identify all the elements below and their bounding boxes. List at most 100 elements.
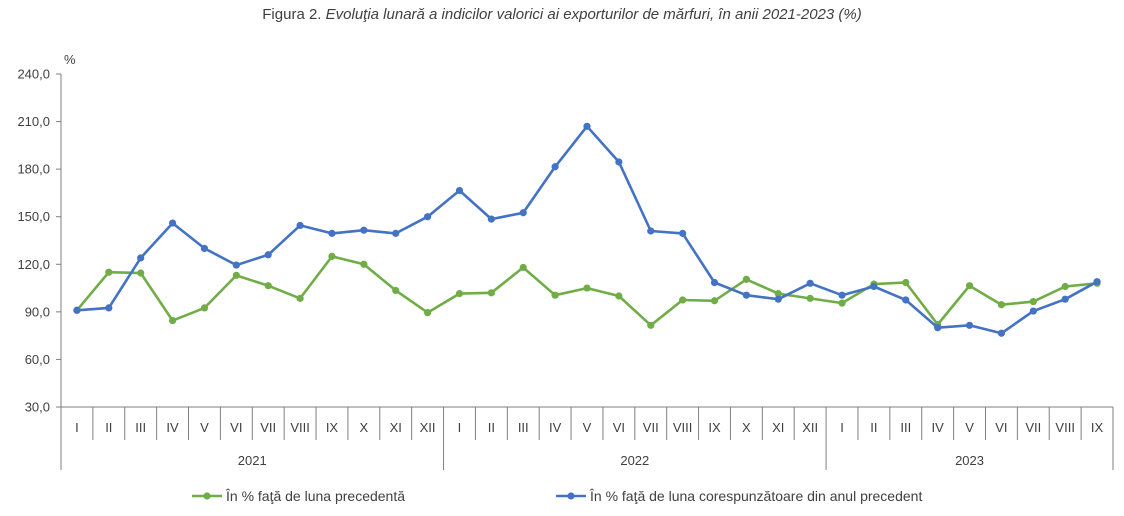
data-point <box>742 275 750 283</box>
legend: În % faţă de luna precedentă În % faţă de… <box>192 488 922 504</box>
x-tick-label: V <box>583 420 592 435</box>
x-tick-label: VII <box>643 420 659 435</box>
data-point <box>1061 282 1069 291</box>
data-point <box>997 301 1006 309</box>
series-line <box>76 125 1098 335</box>
data-point <box>296 221 304 230</box>
x-tick-label: I <box>75 420 79 435</box>
data-point <box>360 260 368 268</box>
data-point <box>392 229 400 237</box>
x-tick-label: X <box>742 420 751 435</box>
x-tick-label: IX <box>708 420 721 435</box>
y-tick-label: 120,0 <box>17 257 50 272</box>
y-axis: 30,0 60,0 90,0 120,0 150,0 180,0 210,0 240,0 <box>17 67 61 415</box>
data-point <box>679 296 687 304</box>
x-tick-label: III <box>135 420 146 435</box>
y-tick-label: 30,0 <box>25 400 50 415</box>
chart-title: Figura 2. Evoluţia lunară a indicilor va… <box>0 6 1124 23</box>
x-tick-label: V <box>965 420 974 435</box>
x-tick-label: II <box>488 420 495 435</box>
legend-label: În % faţă de luna corespunzătoare din an… <box>589 488 922 504</box>
data-point <box>902 278 910 287</box>
y-tick-label: 240,0 <box>17 67 50 82</box>
data-point <box>647 227 655 235</box>
data-point <box>1029 297 1037 306</box>
data-point <box>264 251 272 259</box>
data-point <box>296 294 304 302</box>
data-point <box>583 122 591 130</box>
data-point <box>200 304 209 312</box>
x-tick-label: I <box>458 420 462 435</box>
data-point <box>774 295 782 303</box>
x-tick-label: IX <box>326 420 339 435</box>
data-point <box>487 289 495 297</box>
data-point <box>997 329 1006 337</box>
data-point <box>424 213 432 221</box>
data-point <box>168 219 177 227</box>
x-tick-label: VI <box>995 420 1007 435</box>
x-tick-label: I <box>840 420 844 435</box>
x-tick-label: XII <box>420 420 436 435</box>
legend-label: În % faţă de luna precedentă <box>225 488 405 504</box>
data-point <box>455 186 464 195</box>
x-tick-label: IV <box>932 420 945 435</box>
x-tick-label: III <box>900 420 911 435</box>
legend-marker <box>203 492 211 500</box>
data-point <box>710 297 719 305</box>
x-tick-label: VII <box>1025 420 1041 435</box>
data-point <box>742 291 750 299</box>
x-tick-label: III <box>518 420 529 435</box>
data-point <box>360 226 368 234</box>
x-tick-label: VI <box>613 420 625 435</box>
data-point <box>328 252 336 260</box>
data-point <box>264 282 272 290</box>
x-tick-label: VII <box>260 420 276 435</box>
data-point <box>615 292 623 300</box>
y-tick-label: 180,0 <box>17 162 50 177</box>
series-2 <box>73 122 1101 337</box>
legend-item: În % faţă de luna precedentă <box>192 488 405 504</box>
data-point <box>551 291 559 299</box>
x-tick-label: VIII <box>673 420 693 435</box>
x-tick-label: V <box>200 420 209 435</box>
x-tick-label: IV <box>549 420 562 435</box>
x-tick-label: IV <box>166 420 179 435</box>
data-point <box>551 163 559 171</box>
axes <box>60 74 1113 408</box>
x-tick-label: II <box>870 420 877 435</box>
plot-area <box>73 122 1101 337</box>
data-point <box>105 268 113 276</box>
x-tick-label: VI <box>230 420 242 435</box>
data-point <box>392 286 400 295</box>
data-point <box>487 215 495 223</box>
data-point <box>73 306 81 314</box>
y-axis-unit-label: % <box>64 52 76 67</box>
x-tick-label: IX <box>1091 420 1104 435</box>
series-1 <box>73 252 1101 329</box>
data-point <box>200 244 209 253</box>
data-point <box>232 271 240 279</box>
data-point <box>965 282 974 290</box>
x-tick-label: VIII <box>1055 420 1075 435</box>
x-tick-label: VIII <box>290 420 310 435</box>
data-point <box>137 254 145 262</box>
data-point <box>934 324 942 332</box>
chart-title-main: Evoluţia lunară a indicilor valorici ai … <box>325 6 862 23</box>
y-tick-label: 150,0 <box>17 209 50 224</box>
data-point <box>902 296 910 304</box>
legend-marker <box>567 492 575 500</box>
data-point <box>519 263 527 272</box>
y-tick-label: 60,0 <box>25 352 50 367</box>
data-point <box>774 290 782 298</box>
data-point <box>168 316 177 325</box>
data-point <box>583 284 591 292</box>
data-point <box>838 299 846 307</box>
x-tick-label: XII <box>802 420 818 435</box>
y-tick-label: 210,0 <box>17 114 50 129</box>
y-tick-label: 90,0 <box>25 304 50 319</box>
data-point <box>679 229 687 237</box>
data-point <box>328 229 336 237</box>
data-point <box>455 290 464 298</box>
data-point <box>806 294 814 302</box>
